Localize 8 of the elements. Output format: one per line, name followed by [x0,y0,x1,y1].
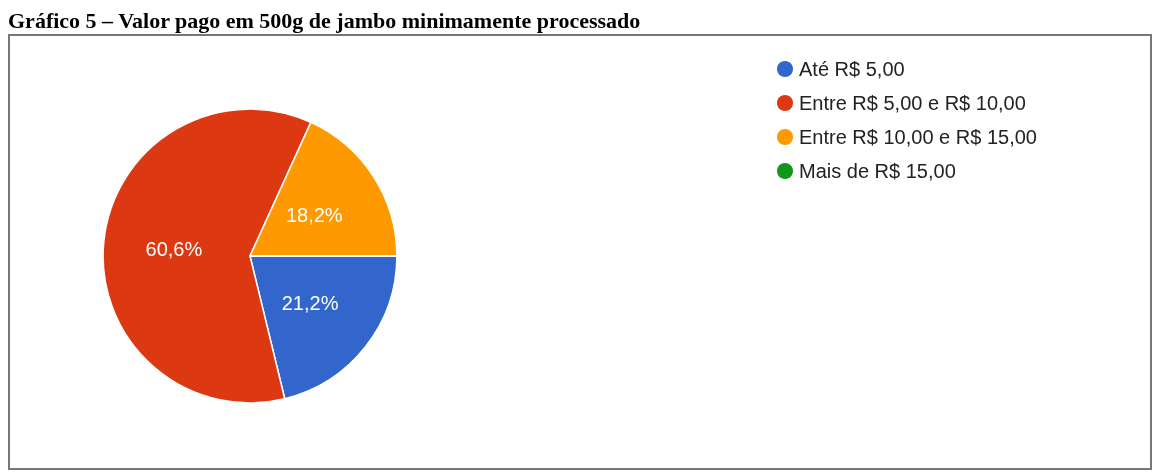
legend-label: Entre R$ 10,00 e R$ 15,00 [799,126,1037,148]
chart-title: Gráfico 5 – Valor pago em 500g de jambo minimamente processado [8,8,642,34]
legend-label: Até R$ 5,00 [799,58,905,80]
data-label: 60,6% [145,237,203,260]
legend-label: Mais de R$ 15,00 [799,160,956,182]
data-label: 21,2% [281,292,339,315]
legend-label: Entre R$ 5,00 e R$ 10,00 [799,92,1026,114]
data-label: 18,2% [285,203,343,226]
